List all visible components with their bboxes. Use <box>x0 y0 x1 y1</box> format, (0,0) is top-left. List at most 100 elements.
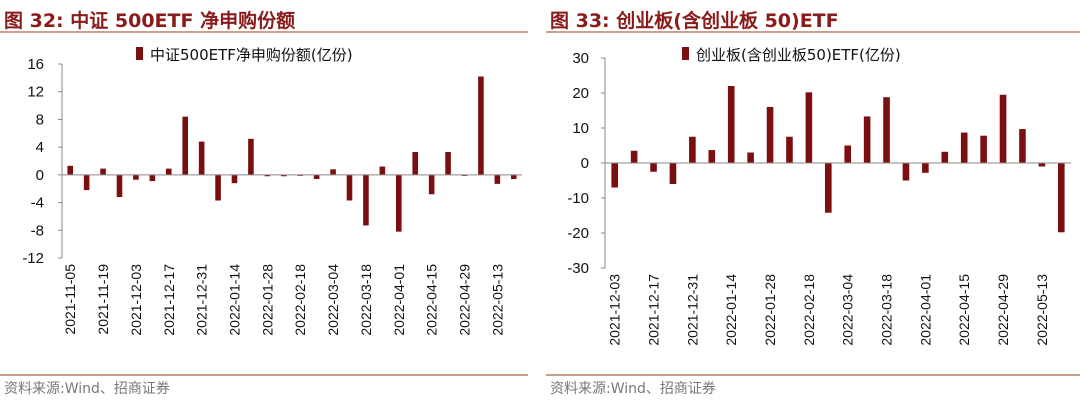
x-tick-label: 2021-11-05 <box>62 264 78 335</box>
bar <box>824 163 832 213</box>
y-tick-label: -10 <box>567 190 589 207</box>
bar <box>133 174 139 180</box>
bar <box>330 169 336 175</box>
x-tick-label: 2022-03-18 <box>358 264 374 336</box>
x-tick-label: 2021-12-17 <box>161 264 177 336</box>
x-tick-label: 2022-03-04 <box>325 264 341 336</box>
bar <box>805 92 813 163</box>
bar <box>149 174 156 182</box>
x-tick-label: 2022-01-28 <box>259 264 275 336</box>
y-tick-label: 8 <box>36 111 44 128</box>
x-tick-label: 2021-11-19 <box>95 264 111 335</box>
x-tick-label: 2021-12-03 <box>128 264 144 336</box>
bar <box>264 174 271 177</box>
y-tick-label: 12 <box>27 84 44 101</box>
y-tick-label: 0 <box>581 155 589 172</box>
x-tick-label: 2022-05-13 <box>489 264 505 336</box>
bar <box>786 136 793 163</box>
bar <box>445 151 451 175</box>
bar <box>248 138 254 175</box>
bar <box>215 174 221 201</box>
y-tick-label: 20 <box>572 85 589 102</box>
y-tick-label: 16 <box>27 56 44 73</box>
bar <box>1057 163 1065 233</box>
x-tick-label: 2022-03-04 <box>840 274 856 346</box>
bar <box>863 116 871 163</box>
bar <box>902 163 910 181</box>
x-tick-label: 2022-05-13 <box>1034 274 1050 346</box>
bar <box>650 163 657 172</box>
bar <box>1019 129 1026 163</box>
x-tick-label: 2022-03-18 <box>879 274 895 346</box>
bar <box>922 163 929 173</box>
y-tick-label: 10 <box>572 120 589 137</box>
x-tick-label: 2022-04-15 <box>424 264 440 336</box>
bar <box>379 166 386 175</box>
left-bar-chart: 16 12 8 4 0 -4 -8 -12 2021-11-05 2021-11-19 2021-1… <box>22 46 522 336</box>
legend-label: 创业板(含创业板50)ETF(亿份) <box>696 46 901 64</box>
bar <box>478 76 484 175</box>
bar <box>428 174 435 195</box>
bar <box>395 174 402 232</box>
bar <box>165 168 172 175</box>
bar <box>412 151 419 175</box>
x-tick-label: 2021-12-31 <box>194 264 210 336</box>
y-tick-label: -20 <box>567 225 589 242</box>
x-tick-label: 2022-02-18 <box>801 274 817 346</box>
bar <box>280 174 287 177</box>
bar <box>611 163 619 188</box>
legend-swatch <box>682 47 689 60</box>
bar <box>116 174 123 198</box>
x-tick-label: 2021-12-31 <box>684 274 700 346</box>
legend-label: 中证500ETF净申购份额(亿份) <box>150 46 353 64</box>
bar <box>941 151 949 163</box>
bar <box>67 165 74 175</box>
bar <box>83 174 90 191</box>
left-source-rule <box>0 374 528 376</box>
bar <box>960 132 968 163</box>
left-title-rule <box>0 31 528 33</box>
bar <box>198 141 205 175</box>
bar <box>689 136 696 163</box>
x-tick-label: 2022-01-14 <box>723 274 739 346</box>
x-tick-label: 2021-12-17 <box>646 274 662 346</box>
x-tick-label: 2022-01-14 <box>227 264 243 336</box>
bar <box>766 107 774 163</box>
bar <box>510 174 517 180</box>
x-tick-label: 2022-04-15 <box>956 274 972 346</box>
bar <box>708 150 716 163</box>
left-chart-title: 图 32: 中证 500ETF 净申购份额 <box>4 10 296 32</box>
bar <box>669 163 677 184</box>
x-tick-label: 2022-02-18 <box>292 264 308 336</box>
right-bar-chart: 30 20 10 0 -10 -20 -30 2021-12-03 2021-12-17 2021… <box>567 46 1071 346</box>
y-tick-label: -12 <box>22 250 44 267</box>
right-source-note: 资料来源:Wind、招商证券 <box>550 381 716 397</box>
bar <box>313 174 320 180</box>
right-title-rule <box>546 31 1080 33</box>
bar <box>182 116 189 175</box>
legend-swatch <box>136 47 143 60</box>
bar <box>747 152 754 163</box>
bar <box>630 150 638 163</box>
y-tick-label: 4 <box>36 139 44 156</box>
bar <box>346 174 353 201</box>
y-tick-label: -8 <box>31 222 44 239</box>
bar <box>999 94 1007 163</box>
bar <box>100 168 106 175</box>
left-chart-panel: 图 32: 中证 500ETF 净申购份额 16 12 8 4 0 -4 -8 -12 2021… <box>0 0 528 401</box>
bar <box>1038 163 1046 167</box>
right-source-rule <box>546 374 1080 376</box>
left-source-note: 资料来源:Wind、招商证券 <box>4 381 170 397</box>
y-tick-label: 30 <box>572 50 589 67</box>
right-chart-panel: 图 33: 创业板(含创业板 50)ETF 30 20 10 0 -10 -20 -30 20… <box>546 0 1080 401</box>
x-tick-label: 2022-04-29 <box>995 274 1011 346</box>
y-tick-label: -30 <box>567 260 589 277</box>
x-tick-label: 2022-04-29 <box>457 264 473 336</box>
bar <box>494 174 501 184</box>
bar <box>883 97 890 163</box>
x-tick-label: 2021-12-03 <box>607 274 623 346</box>
y-tick-label: -4 <box>31 195 44 212</box>
x-tick-label: 2022-01-28 <box>762 274 778 346</box>
bar <box>727 86 735 163</box>
x-tick-label: 2022-04-01 <box>391 264 407 336</box>
